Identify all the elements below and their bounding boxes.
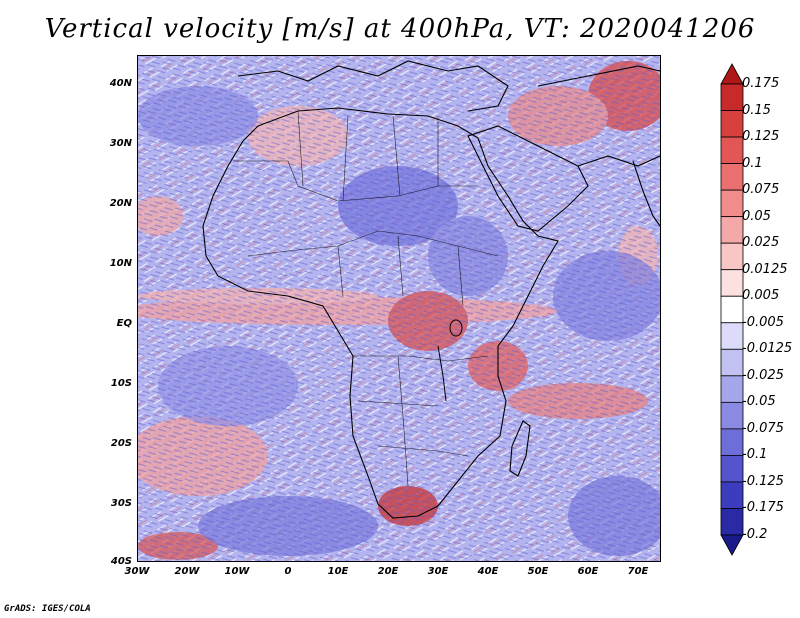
arabia-coastline xyxy=(467,125,589,232)
colorbar-label: -0.2 xyxy=(742,527,768,542)
colorbar-box xyxy=(720,216,744,244)
colorbar-box xyxy=(720,401,744,430)
lakes xyxy=(437,319,463,402)
lat-label-eq: EQ xyxy=(116,318,132,329)
colorbar-label: -0.125 xyxy=(742,473,784,489)
map-title: Vertical velocity [m/s] at 400hPa, VT: 2… xyxy=(44,14,756,44)
colorbar-box xyxy=(720,83,744,111)
colorbar-box xyxy=(720,189,744,218)
lon-label-10w: 10W xyxy=(224,566,250,577)
colorbar-box xyxy=(720,455,744,483)
india-coastline xyxy=(632,160,660,227)
colorbar-label: 0.075 xyxy=(742,182,780,198)
country-borders xyxy=(233,110,499,487)
colorbar-label: -0.05 xyxy=(742,394,776,410)
lon-label-70e: 70E xyxy=(627,566,649,577)
colorbar-box xyxy=(720,242,744,271)
colorbar-label: -0.1 xyxy=(742,447,768,463)
lat-label-20s: 20S xyxy=(110,438,132,449)
colorbar-label: 0.0125 xyxy=(742,261,788,277)
coastlines xyxy=(202,60,660,519)
lat-label-30n: 30N xyxy=(109,138,132,149)
lon-label-20w: 20W xyxy=(174,566,200,577)
colorbar-label: 0.15 xyxy=(742,102,771,118)
colorbar-label: -0.175 xyxy=(742,500,784,516)
colorbar xyxy=(720,63,744,556)
lon-label-30e: 30E xyxy=(427,566,449,577)
asia-coastline xyxy=(537,65,660,167)
velocity-field-map xyxy=(138,56,660,561)
lat-label-10n: 10N xyxy=(109,258,132,269)
colorbar-label: 0.125 xyxy=(742,129,780,145)
colorbar-box xyxy=(720,269,744,297)
lat-label-40n: 40N xyxy=(109,78,132,89)
colorbar-box xyxy=(720,322,744,350)
lat-label-40s: 40S xyxy=(110,556,132,567)
colorbar-top-arrow xyxy=(720,63,744,85)
grads-credit: GrADS: IGES/COLA xyxy=(4,604,91,614)
colorbar-label: -0.0125 xyxy=(742,341,793,357)
colorbar-label: 0.05 xyxy=(742,208,771,224)
lon-label-40e: 40E xyxy=(477,566,499,577)
colorbar-box xyxy=(720,481,744,509)
colorbar-box xyxy=(720,428,744,456)
colorbar-box xyxy=(720,295,744,324)
colorbar-label: 0.005 xyxy=(742,288,780,304)
colorbar-label: -0.005 xyxy=(742,314,784,330)
colorbar-label: -0.075 xyxy=(742,420,784,436)
lon-label-10e: 10E xyxy=(327,566,349,577)
colorbar-box xyxy=(720,136,744,164)
colorbar-box xyxy=(720,163,744,191)
colorbar-label: -0.025 xyxy=(742,367,784,383)
colorbar-bottom-arrow xyxy=(720,534,744,556)
colorbar-label: 0.175 xyxy=(742,76,780,91)
lat-label-30s: 30S xyxy=(110,498,132,509)
lat-label-20n: 20N xyxy=(109,198,132,209)
lon-label-0: 0 xyxy=(284,566,292,577)
colorbar-box xyxy=(720,348,744,377)
lon-label-50e: 50E xyxy=(527,566,549,577)
lon-label-60e: 60E xyxy=(577,566,599,577)
lat-label-10s: 10S xyxy=(110,378,132,389)
colorbar-box xyxy=(720,110,744,138)
field-streaks xyxy=(138,56,660,561)
colorbar-label: 0.025 xyxy=(742,235,780,251)
map-plot-area xyxy=(137,55,661,562)
colorbar-box xyxy=(720,508,744,536)
colorbar-box xyxy=(720,375,744,403)
africa-coastline xyxy=(202,107,559,519)
lon-label-20e: 20E xyxy=(377,566,399,577)
lon-label-30w: 30W xyxy=(124,566,150,577)
madagascar-coastline xyxy=(509,420,531,477)
colorbar-label: 0.1 xyxy=(742,155,763,171)
europe-coastline xyxy=(237,60,509,112)
